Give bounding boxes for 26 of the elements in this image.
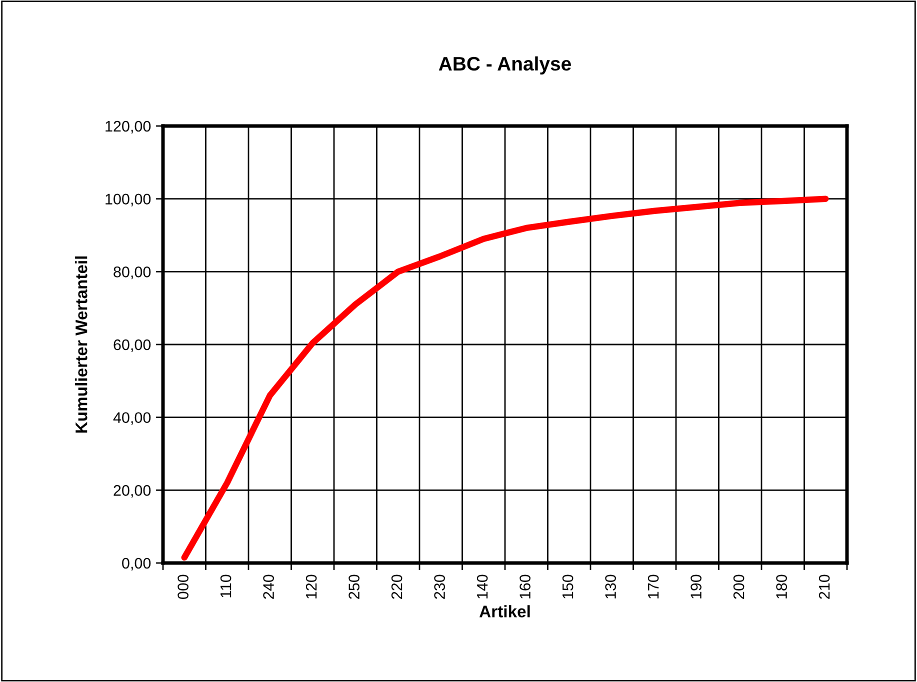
y-tick-label: 120,00 bbox=[106, 120, 151, 134]
x-tick-label: 160 bbox=[520, 574, 530, 598]
x-tick-label: 240 bbox=[263, 574, 274, 599]
x-tick-label: 200 bbox=[733, 574, 744, 599]
y-tick-label: 40,00 bbox=[113, 412, 151, 425]
y-tick-label: 100,00 bbox=[106, 194, 151, 206]
x-tick-label: 120 bbox=[306, 574, 317, 598]
y-tick-label: 80,00 bbox=[114, 266, 151, 280]
x-tick-label: 000 bbox=[178, 574, 188, 599]
x-tick-label: 190 bbox=[690, 574, 702, 598]
x-tick-label: 130 bbox=[605, 574, 616, 598]
x-tick-label: 110 bbox=[220, 574, 232, 598]
y-tick-label: 20,00 bbox=[114, 485, 151, 498]
x-tick-label: 220 bbox=[391, 574, 402, 599]
y-axis-title: Kumulierter Wertanteil bbox=[75, 256, 88, 433]
chart-title: ABC - Analyse bbox=[438, 56, 571, 74]
x-tick-label: 210 bbox=[818, 574, 830, 599]
x-tick-label: 250 bbox=[348, 574, 360, 599]
x-tick-label: 140 bbox=[476, 574, 488, 598]
x-tick-label: 230 bbox=[434, 574, 445, 599]
x-tick-label: 170 bbox=[648, 574, 659, 598]
y-tick-label: 60,00 bbox=[114, 339, 151, 352]
y-tick-label: 0,00 bbox=[122, 558, 151, 570]
x-tick-label: 150 bbox=[562, 574, 574, 598]
x-axis-title: Artikel bbox=[479, 605, 530, 618]
x-tick-label: 180 bbox=[776, 574, 787, 598]
